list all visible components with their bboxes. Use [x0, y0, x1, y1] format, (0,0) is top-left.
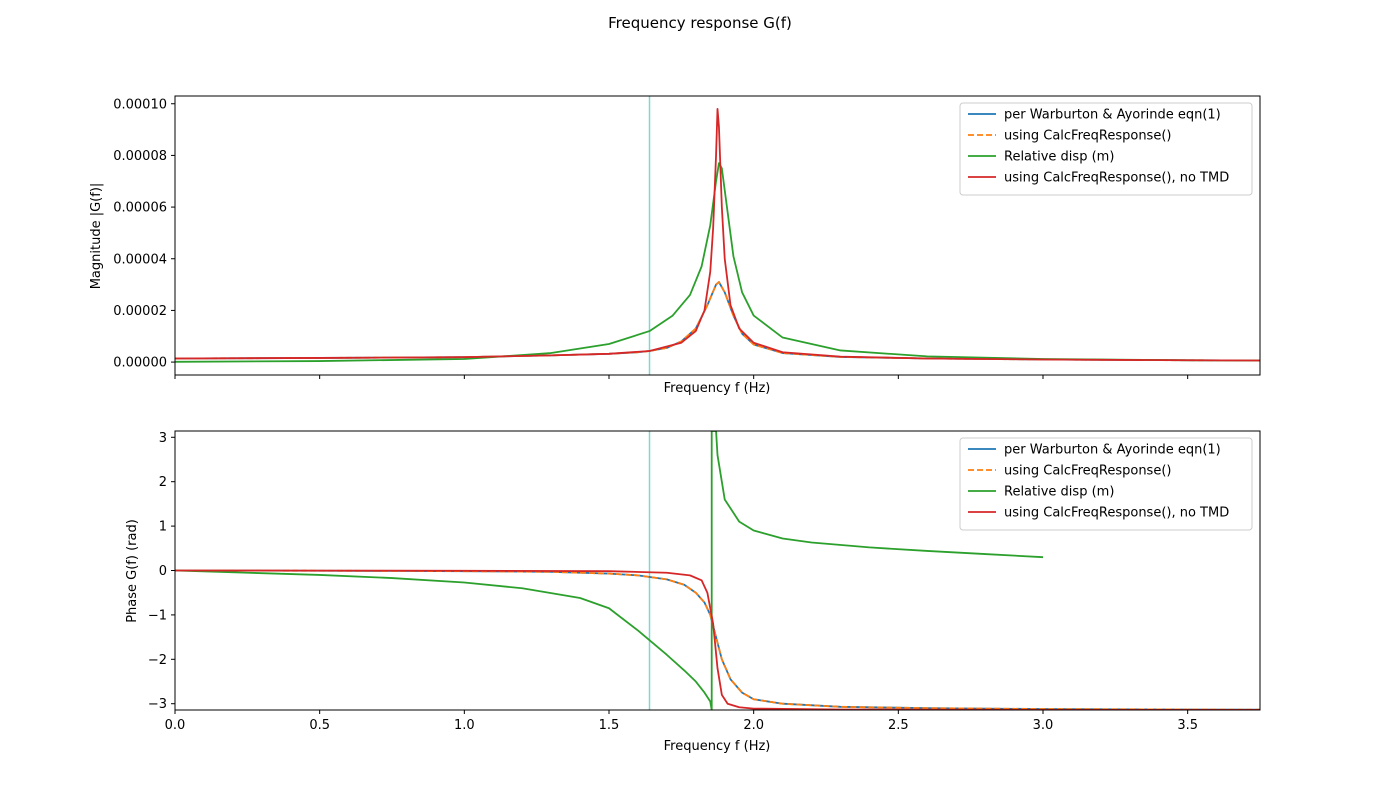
- phase-x-tick-label: 0.5: [309, 718, 330, 733]
- magnitude-legend-entry: using CalcFreqResponse(): [1004, 129, 1171, 144]
- figure-title: Frequency response G(f): [608, 14, 792, 32]
- phase-plot-area: 0.0 0.5 1.0 1.5 2.0 2.5 3.0 3.5 −3 −2 −1 0 1 2 3 per Wa…: [148, 430, 1261, 733]
- phase-x-tick-label: 2.0: [743, 718, 764, 733]
- phase-x-tick-label: 3.5: [1177, 718, 1198, 733]
- phase-y-tick-label: 1: [159, 520, 167, 535]
- phase-legend-entry: Relative disp (m): [1004, 485, 1114, 500]
- phase-legend: per Warburton & Ayorinde eqn(1) using Cal…: [959, 437, 1253, 531]
- magnitude-series-line-relative: [175, 162, 1260, 363]
- phase-y-tick-label: 2: [159, 475, 167, 490]
- phase-y-tick-label: 0: [159, 564, 167, 579]
- phase-x-tick-label: 3.0: [1033, 718, 1054, 733]
- magnitude-y-axis-label: Magnitude |G(f)|: [89, 183, 104, 290]
- phase-x-tick-label: 1.0: [454, 718, 475, 733]
- phase-series-line-notmd: [175, 569, 1260, 710]
- magnitude-y-tick-label: 0.00008: [113, 149, 167, 164]
- phase-legend-entry: using CalcFreqResponse(), no TMD: [1004, 506, 1229, 521]
- phase-legend-entry: using CalcFreqResponse(): [1004, 464, 1171, 479]
- phase-y-tick-label: 3: [159, 431, 167, 446]
- magnitude-plot: Frequency f (Hz) Magnitude |G(f)| 0.0000…: [89, 95, 1261, 396]
- magnitude-y-tick-label: 0.00000: [113, 356, 167, 371]
- phase-y-axis-label: Phase G(f) (rad): [125, 519, 140, 623]
- phase-x-tick-label: 0.0: [165, 718, 186, 733]
- magnitude-legend: per Warburton & Ayorinde eqn(1) using Cal…: [959, 102, 1253, 196]
- phase-x-tick-label: 2.5: [888, 718, 909, 733]
- magnitude-legend-entry: per Warburton & Ayorinde eqn(1): [1004, 108, 1221, 123]
- magnitude-legend-entry: Relative disp (m): [1004, 150, 1114, 165]
- magnitude-y-tick-label: 0.00002: [113, 304, 167, 319]
- magnitude-plot-area: 0.00000 0.00002 0.00004 0.00006 0.00008 0.000…: [113, 95, 1261, 379]
- phase-x-tick-label: 1.5: [599, 718, 620, 733]
- magnitude-axes-frame: [174, 95, 1261, 376]
- magnitude-y-tick-label: 0.00010: [113, 97, 167, 112]
- magnitude-legend-entry: using CalcFreqResponse(), no TMD: [1004, 171, 1229, 186]
- phase-series-line-relative: [175, 431, 1044, 710]
- phase-y-tick-label: −1: [148, 608, 167, 623]
- phase-x-axis-label: Frequency f (Hz): [664, 739, 771, 754]
- magnitude-y-tick-label: 0.00004: [113, 252, 167, 267]
- magnitude-x-axis-label: Frequency f (Hz): [664, 381, 771, 396]
- magnitude-y-tick-label: 0.00006: [113, 201, 167, 216]
- phase-y-tick-label: −3: [148, 697, 167, 712]
- phase-y-tick-label: −2: [148, 653, 167, 668]
- phase-legend-entry: per Warburton & Ayorinde eqn(1): [1004, 443, 1221, 458]
- phase-plot: Frequency f (Hz) Phase G(f) (rad) 0.0 0.5…: [125, 430, 1261, 754]
- magnitude-series-line-notmd: [175, 108, 1260, 362]
